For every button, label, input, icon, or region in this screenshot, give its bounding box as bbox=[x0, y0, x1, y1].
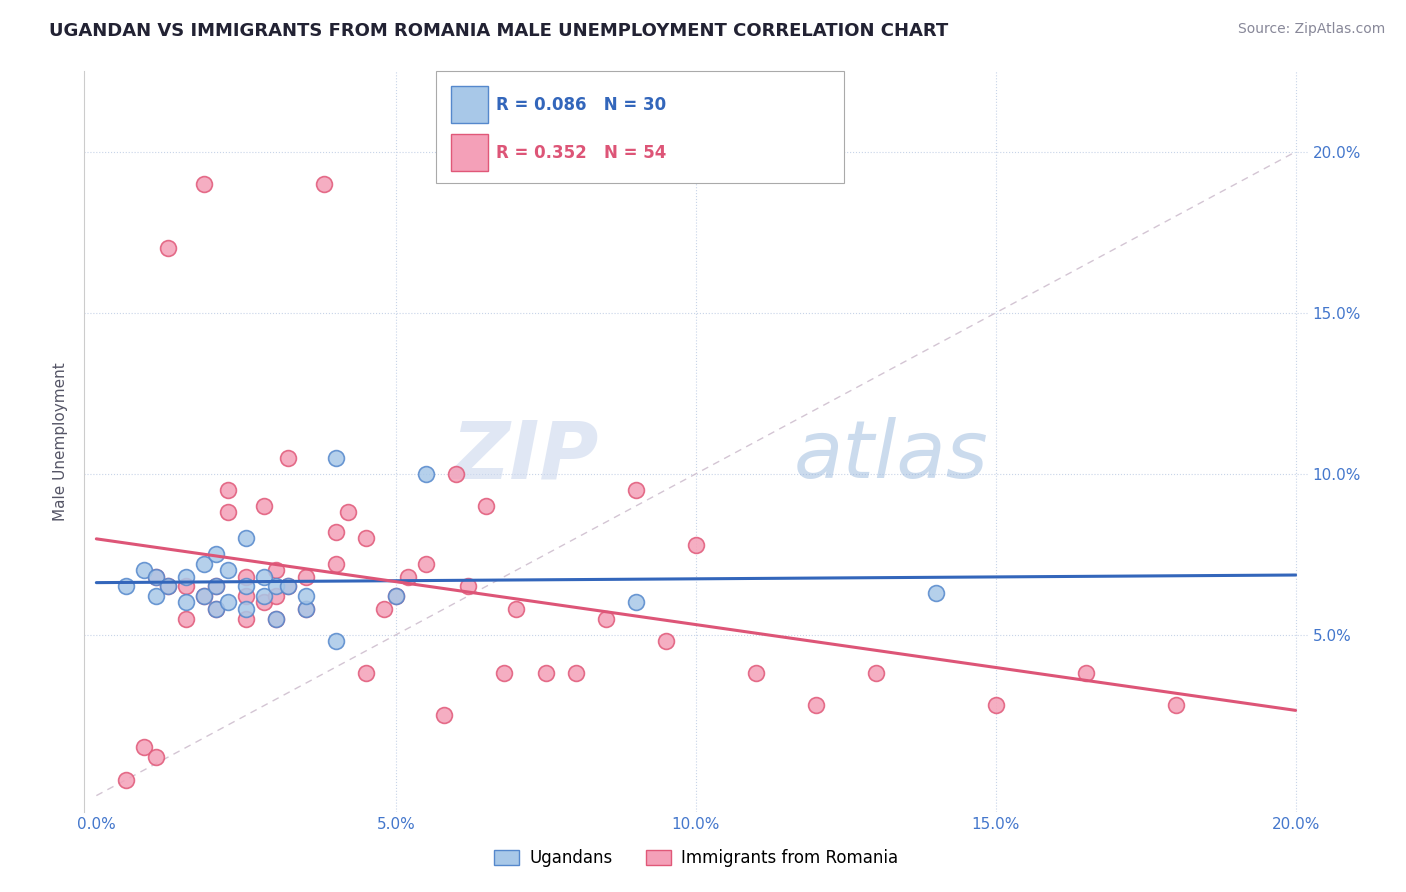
Point bbox=[235, 611, 257, 625]
Point bbox=[433, 708, 456, 723]
Point bbox=[193, 589, 215, 603]
Point bbox=[174, 579, 197, 593]
Point bbox=[385, 589, 408, 603]
Point bbox=[534, 666, 557, 681]
Point bbox=[235, 531, 257, 545]
Point bbox=[115, 579, 138, 593]
Point bbox=[193, 177, 215, 191]
Point bbox=[157, 579, 180, 593]
Point bbox=[354, 531, 377, 545]
Point bbox=[205, 579, 228, 593]
Text: R = 0.086   N = 30: R = 0.086 N = 30 bbox=[496, 95, 666, 113]
Y-axis label: Male Unemployment: Male Unemployment bbox=[53, 362, 69, 521]
Point bbox=[804, 698, 827, 713]
Point bbox=[277, 450, 299, 465]
Point bbox=[193, 557, 215, 571]
Point bbox=[217, 563, 239, 577]
Point bbox=[457, 579, 479, 593]
Point bbox=[264, 611, 287, 625]
Point bbox=[264, 579, 287, 593]
Point bbox=[157, 579, 180, 593]
Point bbox=[655, 634, 678, 648]
Text: Source: ZipAtlas.com: Source: ZipAtlas.com bbox=[1237, 22, 1385, 37]
Point bbox=[865, 666, 887, 681]
Point bbox=[295, 570, 318, 584]
Point bbox=[505, 602, 527, 616]
Point bbox=[253, 589, 276, 603]
Point bbox=[193, 589, 215, 603]
Point bbox=[314, 177, 336, 191]
Point bbox=[205, 579, 228, 593]
Point bbox=[174, 595, 197, 609]
Legend: Ugandans, Immigrants from Romania: Ugandans, Immigrants from Romania bbox=[488, 842, 904, 874]
Point bbox=[325, 634, 347, 648]
Point bbox=[145, 750, 167, 764]
Point bbox=[253, 595, 276, 609]
Point bbox=[264, 611, 287, 625]
Point bbox=[205, 547, 228, 561]
Point bbox=[174, 611, 197, 625]
Point bbox=[1164, 698, 1187, 713]
Point bbox=[373, 602, 395, 616]
Point bbox=[217, 595, 239, 609]
Point bbox=[295, 602, 318, 616]
Point bbox=[174, 570, 197, 584]
Point bbox=[295, 589, 318, 603]
Text: ZIP: ZIP bbox=[451, 417, 598, 495]
Point bbox=[325, 557, 347, 571]
Point bbox=[235, 602, 257, 616]
Point bbox=[325, 524, 347, 539]
Point bbox=[277, 579, 299, 593]
Point bbox=[396, 570, 419, 584]
Point bbox=[415, 467, 437, 481]
Point bbox=[235, 579, 257, 593]
Point bbox=[253, 499, 276, 513]
Point bbox=[685, 537, 707, 551]
Point bbox=[205, 602, 228, 616]
Point bbox=[1074, 666, 1097, 681]
Point bbox=[157, 241, 180, 255]
Point bbox=[145, 589, 167, 603]
Point bbox=[235, 570, 257, 584]
Point bbox=[325, 450, 347, 465]
Point bbox=[205, 602, 228, 616]
Point bbox=[217, 505, 239, 519]
Point bbox=[385, 589, 408, 603]
Point bbox=[253, 570, 276, 584]
Point bbox=[134, 563, 156, 577]
Point bbox=[145, 570, 167, 584]
Text: atlas: atlas bbox=[794, 417, 988, 495]
Point bbox=[264, 589, 287, 603]
Point bbox=[264, 563, 287, 577]
Point bbox=[595, 611, 617, 625]
Point bbox=[565, 666, 588, 681]
Text: R = 0.352   N = 54: R = 0.352 N = 54 bbox=[496, 144, 666, 161]
Point bbox=[295, 602, 318, 616]
Point bbox=[494, 666, 516, 681]
Point bbox=[475, 499, 498, 513]
Point bbox=[217, 483, 239, 497]
Point bbox=[444, 467, 467, 481]
Point bbox=[745, 666, 768, 681]
Point bbox=[415, 557, 437, 571]
Point bbox=[624, 483, 647, 497]
Point bbox=[145, 570, 167, 584]
Point bbox=[925, 586, 948, 600]
Text: UGANDAN VS IMMIGRANTS FROM ROMANIA MALE UNEMPLOYMENT CORRELATION CHART: UGANDAN VS IMMIGRANTS FROM ROMANIA MALE … bbox=[49, 22, 949, 40]
Point bbox=[115, 772, 138, 787]
Point bbox=[984, 698, 1007, 713]
Point bbox=[624, 595, 647, 609]
Point bbox=[337, 505, 360, 519]
Point bbox=[277, 579, 299, 593]
Point bbox=[134, 740, 156, 755]
Point bbox=[354, 666, 377, 681]
Point bbox=[235, 589, 257, 603]
